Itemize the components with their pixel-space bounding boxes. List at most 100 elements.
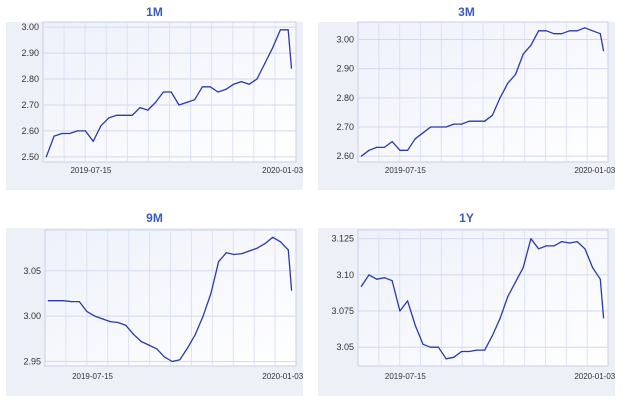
data-point (422, 343, 424, 345)
data-point (553, 245, 555, 247)
data-point (476, 349, 478, 351)
x-tick-label: 2020-01-03 (262, 372, 303, 381)
data-point (453, 123, 455, 125)
data-point (140, 340, 142, 343)
data-point (491, 114, 493, 116)
data-point (468, 350, 470, 353)
data-point (430, 126, 432, 128)
data-point (460, 123, 463, 125)
data-point (272, 236, 274, 238)
data-point (530, 238, 532, 240)
data-point (194, 99, 196, 101)
y-tick-label: 2.70 (21, 100, 39, 110)
data-point (163, 356, 165, 358)
data-point (210, 292, 212, 295)
chart-panel-1m: 1M 2.50 2.60 2.70 2.80 2.90 3.00 2019-07-15 2020… (6, 5, 304, 190)
y-tick-label: 2.70 (336, 122, 354, 132)
data-point (100, 125, 102, 127)
data-point (530, 44, 532, 46)
data-point (514, 281, 517, 283)
data-point (584, 248, 586, 250)
data-point (70, 301, 73, 303)
data-point (69, 132, 71, 135)
y-tick-label: 2.60 (336, 151, 354, 161)
data-point (453, 356, 455, 358)
data-point (538, 30, 540, 32)
data-point (522, 53, 524, 55)
data-point (78, 301, 80, 303)
data-point (538, 248, 540, 250)
data-point (47, 300, 49, 302)
data-point (561, 33, 563, 35)
data-point (592, 30, 594, 32)
data-point (209, 86, 211, 88)
data-point (178, 104, 180, 106)
data-point (117, 321, 119, 324)
data-point (383, 146, 385, 148)
data-point (86, 311, 88, 313)
data-point (407, 149, 409, 151)
data-point (179, 359, 181, 361)
y-tick-label: 2.80 (21, 74, 39, 84)
data-point (63, 300, 65, 302)
data-point (55, 300, 57, 302)
x-tick-label: 2020-01-03 (574, 372, 615, 381)
y-tick-label: 2.50 (21, 152, 39, 162)
data-point (186, 101, 188, 103)
data-point (376, 146, 378, 148)
data-point (391, 280, 393, 282)
x-tick-label: 2020-01-03 (574, 166, 615, 175)
data-point (248, 83, 250, 85)
chart-title: 9M (146, 211, 163, 225)
data-point (592, 267, 594, 269)
data-point (499, 97, 501, 99)
data-point (201, 86, 203, 88)
chart-title: 1M (146, 5, 163, 19)
data-point (484, 120, 486, 122)
chart-title: 1Y (459, 211, 474, 225)
data-point (53, 135, 55, 137)
data-point (507, 82, 509, 84)
data-point (491, 335, 493, 337)
data-point (279, 29, 281, 31)
data-point (584, 27, 586, 29)
data-point (148, 344, 150, 346)
data-point (194, 333, 196, 335)
data-point (399, 310, 401, 312)
data-point (445, 358, 447, 360)
data-point (599, 278, 601, 280)
chart-panel-9m: 9M 2.95 3.00 3.05 2019-07-15 2020-01-03 (6, 211, 304, 396)
x-tick-label: 2019-07-15 (70, 166, 111, 175)
data-point (92, 140, 94, 142)
data-point (162, 91, 164, 93)
y-tick-label: 3.05 (23, 266, 41, 276)
data-point (170, 91, 172, 93)
data-point (171, 360, 173, 363)
y-tick-label: 3.00 (336, 35, 354, 45)
data-point (414, 324, 416, 327)
y-tick-label: 2.60 (21, 126, 39, 136)
chart-panel-3m: 3M 2.60 2.70 2.80 2.90 3.00 2019-07-15 2020-01-… (318, 5, 616, 190)
y-tick-label: 3.075 (331, 306, 354, 316)
data-point (407, 300, 409, 302)
data-point (233, 83, 235, 85)
data-point (225, 252, 227, 254)
data-point (108, 117, 110, 119)
data-point (422, 132, 424, 134)
data-point (132, 333, 135, 335)
data-point (77, 130, 79, 132)
data-point (391, 141, 393, 143)
data-point (139, 107, 141, 109)
data-point (287, 29, 289, 31)
data-point (383, 277, 385, 279)
data-point (360, 155, 362, 157)
data-point (84, 130, 86, 132)
data-point (249, 250, 251, 252)
data-point (568, 30, 571, 32)
data-point (599, 33, 601, 35)
data-point (368, 149, 370, 151)
data-point (545, 245, 547, 247)
data-point (576, 241, 578, 243)
data-point (468, 120, 470, 122)
